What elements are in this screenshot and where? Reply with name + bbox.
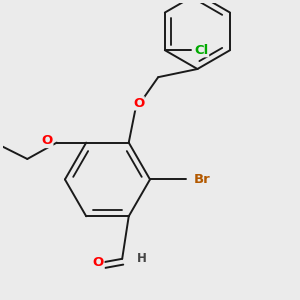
- Text: O: O: [93, 256, 104, 268]
- Text: H: H: [137, 252, 147, 265]
- Text: O: O: [42, 134, 53, 148]
- Text: O: O: [133, 97, 144, 110]
- Text: Br: Br: [194, 173, 211, 186]
- Text: Cl: Cl: [194, 44, 208, 57]
